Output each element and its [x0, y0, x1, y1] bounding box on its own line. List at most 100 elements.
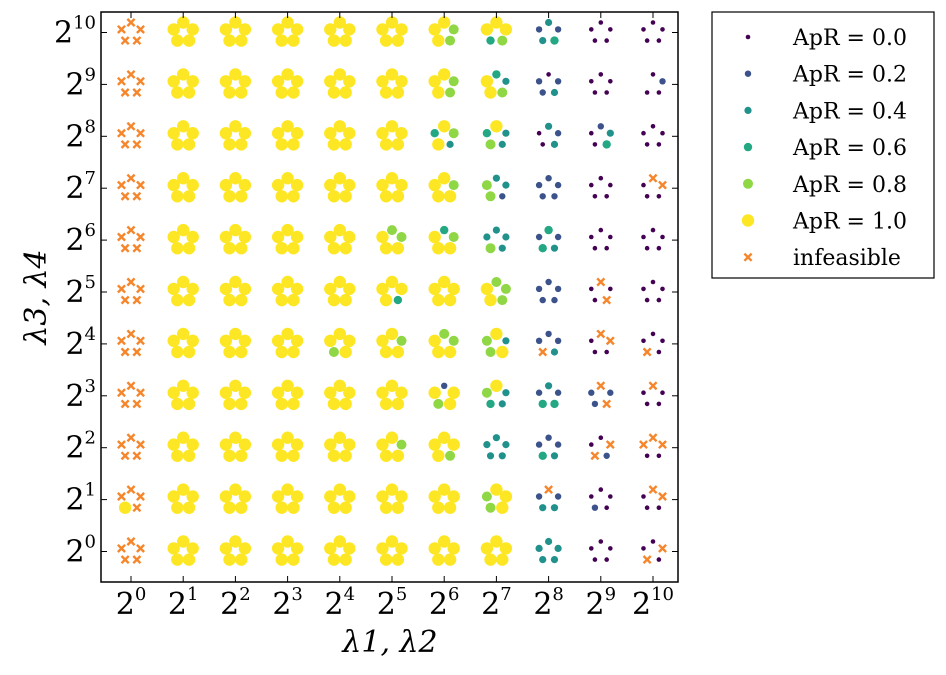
apr-point	[271, 230, 285, 244]
legend-label: ApR = 0.2	[792, 63, 907, 88]
apr-point	[496, 345, 509, 359]
apr-point	[171, 34, 184, 47]
apr-point	[379, 397, 393, 411]
grid-cell	[167, 16, 199, 47]
apr-point	[171, 553, 184, 566]
apr-point	[229, 16, 242, 29]
apr-point	[219, 75, 233, 88]
apr-point	[343, 75, 356, 88]
infeasible-marker	[136, 24, 145, 34]
grid-cell	[588, 20, 613, 43]
apr-point	[535, 26, 543, 33]
apr-point	[490, 16, 503, 29]
infeasible-marker	[120, 88, 130, 97]
apr-point	[376, 178, 389, 192]
apr-point	[550, 399, 559, 409]
apr-point	[287, 190, 300, 203]
apr-point	[486, 452, 495, 460]
apr-point	[223, 397, 236, 411]
apr-point	[483, 233, 491, 241]
grid-cell	[219, 431, 252, 462]
apr-point	[447, 386, 460, 399]
grid-cell	[271, 172, 304, 203]
apr-point	[171, 449, 184, 462]
y-tick-label: 24	[65, 324, 96, 362]
apr-point	[592, 557, 598, 562]
infeasible-marker	[117, 492, 126, 501]
apr-point	[379, 449, 393, 462]
apr-point	[290, 178, 304, 192]
apr-point	[644, 505, 650, 510]
apr-point	[167, 75, 180, 88]
apr-point	[182, 553, 196, 566]
grid-cell	[324, 379, 356, 411]
apr-point	[177, 483, 190, 496]
grid-cell	[167, 535, 199, 566]
apr-point	[490, 379, 503, 392]
grid-cell	[117, 433, 145, 461]
apr-point	[502, 233, 510, 241]
infeasible-marker	[136, 388, 145, 398]
apr-point	[395, 490, 408, 503]
grid-cell	[480, 16, 513, 46]
apr-point	[281, 379, 294, 392]
grid-cell	[167, 483, 199, 514]
apr-point	[281, 172, 294, 185]
infeasible-marker	[132, 451, 142, 461]
grid-cell	[117, 173, 145, 201]
apr-point	[229, 431, 242, 444]
apr-point	[118, 501, 132, 514]
apr-point	[235, 449, 248, 462]
apr-point	[219, 230, 233, 244]
apr-point	[343, 178, 356, 192]
apr-point	[186, 230, 199, 244]
apr-point	[641, 338, 646, 344]
apr-point	[177, 120, 190, 133]
apr-point	[608, 79, 613, 84]
apr-point	[275, 86, 288, 99]
infeasible-marker	[120, 347, 130, 357]
apr-point	[182, 86, 196, 99]
y-tick-label: 20	[65, 532, 96, 570]
legend-label: infeasible	[793, 246, 901, 271]
apr-point	[396, 335, 407, 346]
apr-point	[223, 449, 236, 462]
legend-label: ApR = 0.4	[792, 99, 907, 124]
apr-point	[554, 441, 562, 448]
apr-point	[339, 86, 352, 99]
infeasible-marker	[117, 336, 126, 346]
infeasible-marker	[117, 388, 126, 398]
grid-cell	[535, 175, 562, 200]
grid-cell	[219, 223, 252, 255]
apr-point	[177, 172, 190, 185]
apr-point	[339, 397, 352, 411]
apr-point	[391, 553, 405, 566]
infeasible-marker	[126, 329, 136, 339]
apr-point	[447, 490, 460, 503]
apr-point	[428, 386, 441, 399]
apr-point	[339, 138, 352, 151]
apr-point	[499, 542, 513, 555]
grid-cell	[481, 174, 510, 202]
apr-point	[167, 230, 180, 244]
apr-point	[339, 553, 352, 566]
apr-point	[376, 334, 389, 348]
infeasible-marker	[658, 180, 667, 190]
infeasible-marker	[120, 555, 130, 565]
axis-labels: λ1, λ2 λ3, λ4	[19, 249, 438, 660]
apr-point	[490, 327, 503, 341]
apr-point	[287, 553, 300, 566]
grid-cell	[535, 330, 562, 357]
apr-point	[545, 18, 553, 27]
apr-point	[238, 386, 252, 399]
apr-point	[327, 86, 341, 99]
grid-cell	[588, 435, 615, 461]
infeasible-marker	[117, 128, 126, 138]
apr-point	[290, 127, 304, 140]
x-axis-ticks: 20 21 22 23 24 25 26 27 28 29 210	[116, 12, 674, 622]
apr-point	[395, 23, 408, 36]
grid-cell	[641, 124, 665, 147]
infeasible-marker	[117, 24, 126, 34]
apr-point	[484, 293, 497, 307]
apr-point	[343, 23, 356, 36]
